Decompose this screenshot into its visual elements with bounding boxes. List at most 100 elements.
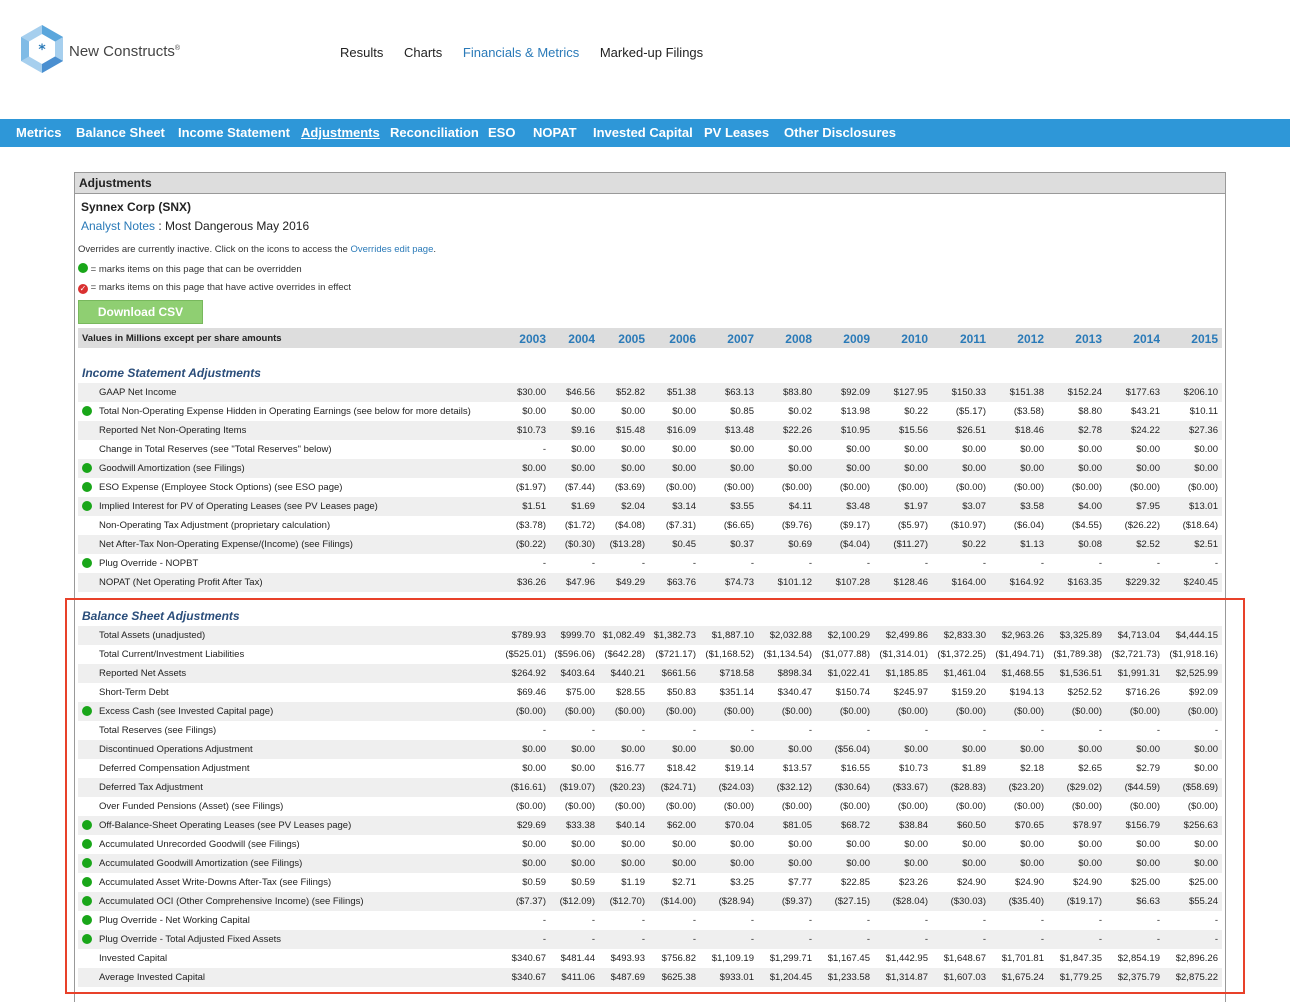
row-value: $4,444.15 [1175,630,1218,641]
year-header-2006: 2006 [669,332,696,346]
override-dot-icon[interactable] [82,706,92,716]
row-value: $0.00 [1136,858,1160,869]
row-value: $0.00 [904,444,928,455]
override-dot-icon[interactable] [82,858,92,868]
sub-nav-reconciliation[interactable]: Reconciliation [390,125,479,140]
override-dot-icon[interactable] [82,463,92,473]
row-label: Average Invested Capital [99,972,205,983]
row-value: $26.51 [956,425,986,436]
download-csv-button[interactable]: Download CSV [78,300,203,324]
override-dot-icon[interactable] [82,558,92,568]
new-constructs-logo: * [21,25,63,73]
row-value: $340.47 [777,687,812,698]
row-value: - [1098,934,1102,945]
row-value: - [542,558,546,569]
row-label: Accumulated Asset Write-Downs After-Tax … [99,877,332,888]
row-value: ($1,372.25) [937,649,986,660]
row-value: $50.83 [666,687,696,698]
row-value: $2,896.26 [1175,953,1218,964]
row-value: $15.56 [898,425,928,436]
row-value: - [1214,725,1218,736]
sub-nav-metrics[interactable]: Metrics [16,125,62,140]
row-value: $150.74 [835,687,870,698]
analyst-notes: Analyst Notes : Most Dangerous May 2016 [81,219,309,233]
row-value: $1,991.31 [1117,668,1160,679]
analyst-notes-link[interactable]: Analyst Notes [81,219,156,233]
sub-nav-balance-sheet[interactable]: Balance Sheet [76,125,165,140]
row-value: - [1040,934,1044,945]
row-value: $1.51 [522,501,546,512]
sub-nav-other-disclosures[interactable]: Other Disclosures [784,125,896,140]
row-value: $1,204.45 [769,972,812,983]
row-value: $999.70 [560,630,595,641]
top-nav-results[interactable]: Results [340,45,384,60]
row-value: $0.00 [522,406,546,417]
row-value: $2.78 [1078,425,1102,436]
override-dot-icon[interactable] [82,896,92,906]
row-value: $0.00 [962,858,986,869]
sub-nav-adjustments[interactable]: Adjustments [301,125,380,140]
row-value: $0.00 [672,744,696,755]
year-header-2013: 2013 [1075,332,1102,346]
row-value: $28.55 [615,687,645,698]
overrides-edit-link[interactable]: Overrides edit page [350,244,434,255]
row-value: ($33.67) [892,782,928,793]
row-value: $0.37 [730,539,754,550]
row-value: $0.00 [672,444,696,455]
row-value: $0.00 [846,858,870,869]
table-row: Deferred Compensation Adjustment $0.00 $0.… [78,759,1222,778]
row-value: - [692,934,696,945]
row-value: $0.00 [730,444,754,455]
override-dot-icon[interactable] [82,839,92,849]
override-dot-icon[interactable] [82,406,92,416]
sub-nav-invested-capital[interactable]: Invested Capital [593,125,693,140]
row-value: $70.04 [724,820,754,831]
table-row: Excess Cash (see Invested Capital page) (… [78,702,1222,721]
row-value: $68.72 [840,820,870,831]
sub-nav-pv-leases[interactable]: PV Leases [704,125,770,140]
override-dot-icon[interactable] [82,877,92,887]
sub-nav-nopat[interactable]: NOPAT [533,125,577,140]
row-value: ($525.01) [505,649,546,660]
year-header-2011: 2011 [959,332,986,346]
row-value: $177.63 [1125,387,1160,398]
row-value: $340.67 [511,953,546,964]
top-nav-charts[interactable]: Charts [403,45,443,60]
override-dot-icon[interactable] [82,915,92,925]
sub-nav-eso[interactable]: ESO [488,125,516,140]
table-row: Deferred Tax Adjustment ($16.61) ($19.07) (… [78,778,1222,797]
override-dot-icon[interactable] [82,820,92,830]
row-value: $487.69 [610,972,645,983]
row-value: $718.58 [719,668,754,679]
row-value: $194.13 [1009,687,1044,698]
row-value: ($1.97) [515,482,546,493]
row-value: $1,887.10 [711,630,754,641]
row-value: $1.69 [571,501,595,512]
overrides-status: Overrides are currently inactive. Click … [78,244,437,255]
row-value: $92.09 [840,387,870,398]
table-row: Total Current/Investment Liabilities ($52… [78,645,1222,664]
top-nav-marked-up-filings[interactable]: Marked-up Filings [599,45,704,60]
row-value: $13.01 [1188,501,1218,512]
row-value: $159.20 [951,687,986,698]
override-dot-icon[interactable] [82,482,92,492]
row-value: $0.00 [571,444,595,455]
row-value: $0.00 [1020,744,1044,755]
top-nav-financials-metrics[interactable]: Financials & Metrics [462,45,580,60]
row-value: $0.00 [621,444,645,455]
override-dot-icon[interactable] [82,501,92,511]
row-value: $164.92 [1009,577,1044,588]
row-value: $63.76 [666,577,696,588]
row-value: $625.38 [661,972,696,983]
row-label: ESO Expense (Employee Stock Options) (se… [99,482,343,493]
row-value: $1,299.71 [769,953,812,964]
row-value: - [1214,558,1218,569]
row-value: ($28.04) [892,896,928,907]
row-value: $1,109.19 [711,953,754,964]
row-value: ($0.00) [1071,706,1102,717]
sub-nav-income-statement[interactable]: Income Statement [178,125,290,140]
override-dot-icon[interactable] [82,934,92,944]
row-value: ($721.17) [655,649,696,660]
row-value: ($0.00) [1013,482,1044,493]
row-value: ($7.37) [515,896,546,907]
